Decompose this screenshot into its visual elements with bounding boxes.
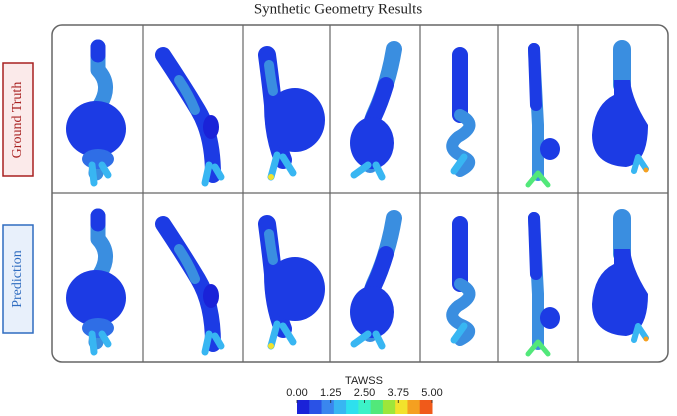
- row-label: Ground Truth: [10, 82, 25, 159]
- colorbar-tick-label: 0.00: [286, 387, 307, 399]
- colorbar-tick-label: 5.00: [421, 387, 442, 399]
- colorbar-segment: [358, 400, 372, 414]
- panel-dividers: [52, 25, 668, 362]
- colorbar-segment: [309, 400, 323, 414]
- colorbar-segment: [346, 400, 359, 414]
- colorbar-segment: [419, 400, 433, 414]
- colorbar-segment: [321, 400, 335, 414]
- colorbar-segment: [382, 400, 396, 414]
- colorbar-tick-label: 2.50: [354, 387, 375, 399]
- colorbar-segment: [333, 400, 347, 414]
- row-label: Prediction: [10, 250, 25, 308]
- colorbar-segment: [395, 400, 408, 414]
- colorbar-segment: [370, 400, 384, 414]
- colorbar-segment: [297, 400, 310, 414]
- colorbar-tick-label: 3.75: [388, 387, 409, 399]
- figure-title: Synthetic Geometry Results: [254, 1, 422, 17]
- colorbar-tick-label: 1.25: [320, 387, 341, 399]
- colorbar: TAWSS 0.00 1.25 2.50 3.75 5.00: [286, 375, 443, 414]
- colorbar-segment: [407, 400, 421, 414]
- row-label-box: [2, 224, 34, 334]
- row-label-box: [2, 62, 34, 177]
- colorbar-title: TAWSS: [345, 375, 383, 387]
